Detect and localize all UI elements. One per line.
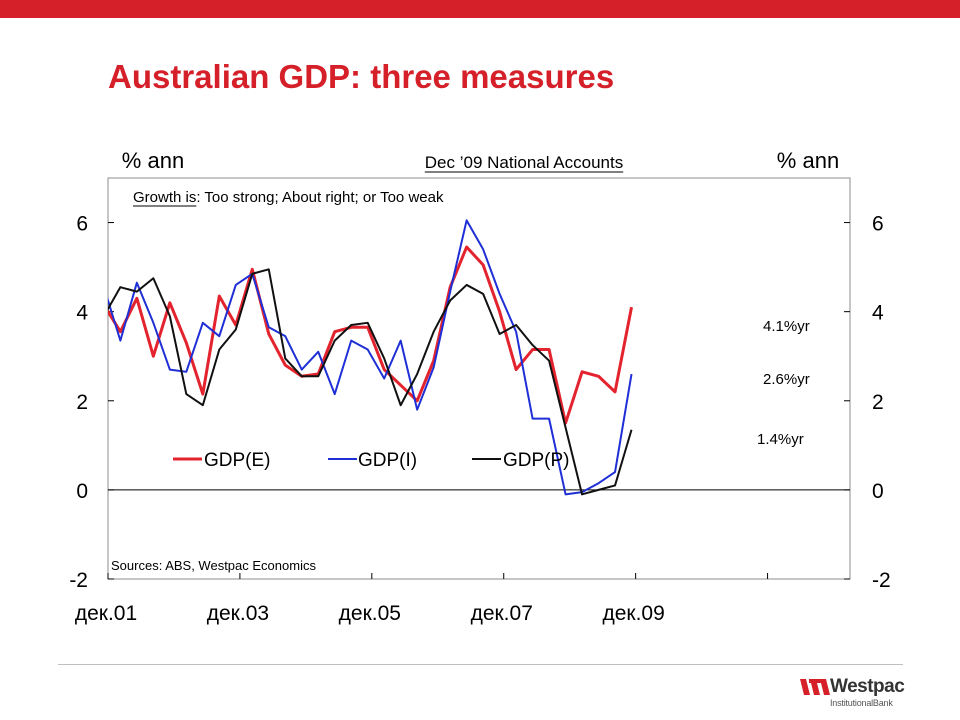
y-tick-label-left: 6 [76, 213, 88, 236]
y-tick-label-right: 2 [872, 391, 884, 414]
series-line-gdp-p [108, 268, 633, 496]
logo-wordmark: Westpac [830, 676, 905, 697]
slide-title: Australian GDP: three measures [108, 58, 615, 95]
y-tick-label-left: -2 [69, 569, 88, 592]
westpac-w-icon [800, 679, 830, 695]
y-tick-label-right: 6 [872, 213, 884, 236]
plot-frame [107, 177, 851, 580]
y-axis-label-right: % ann [777, 148, 839, 173]
x-tick-label: дек.05 [339, 602, 401, 625]
x-tick-label: дек.07 [471, 602, 533, 625]
legend-label-gdp-p: GDP(P) [503, 450, 570, 471]
logo-subtitle: InstitutionalBank [830, 698, 893, 708]
legend-label-gdp-e: GDP(E) [204, 450, 271, 471]
y-tick-label-left: 4 [76, 302, 88, 325]
y-tick-label-right: -2 [872, 569, 891, 592]
series-line-gdp-e [108, 245, 633, 425]
y-tick-label-right: 4 [872, 302, 884, 325]
chart-subtitle: Dec ’09 National Accounts [425, 153, 623, 172]
footer-divider [58, 664, 903, 665]
legend-label-gdp-i: GDP(I) [358, 450, 417, 471]
y-tick-label-left: 0 [76, 480, 88, 503]
chart-note-rest: : Too strong; About right; or Too weak [196, 189, 444, 206]
legend: GDP(E) GDP(I) GDP(P) [173, 450, 570, 471]
chart-note-underlined: Growth is [133, 189, 196, 206]
y-axis-label-left: % ann [122, 148, 184, 173]
chart-source: Sources: ABS, Westpac Economics [111, 558, 316, 573]
x-tick-label: дек.09 [602, 602, 664, 625]
y-tick-label-right: 0 [872, 480, 884, 503]
x-tick-label: дек.03 [207, 602, 269, 625]
top-accent-bar [0, 0, 960, 18]
x-tick-label: дек.01 [75, 602, 137, 625]
chart-note: Growth is: Too strong; About right; or T… [133, 189, 444, 206]
series-line-gdp-i [108, 219, 633, 496]
annotation-gdp-p: 1.4%yr [757, 431, 804, 448]
westpac-logo: Westpac InstitutionalBank [800, 676, 910, 712]
annotation-gdp-i: 2.6%yr [763, 371, 810, 388]
y-tick-label-left: 2 [76, 391, 88, 414]
annotation-gdp-e: 4.1%yr [763, 318, 810, 335]
